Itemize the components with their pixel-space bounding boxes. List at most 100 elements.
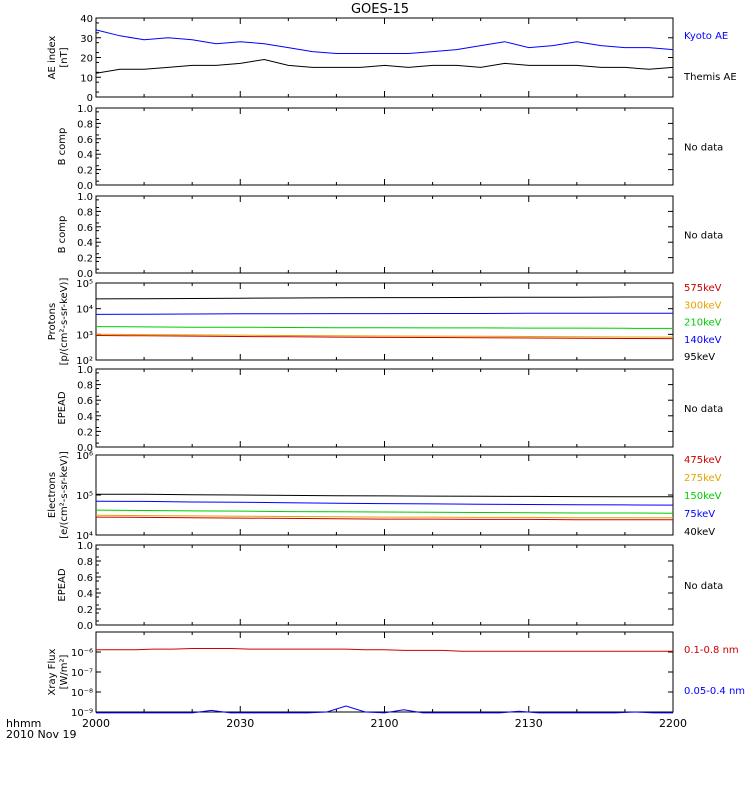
x-axis: 2000 2030 2100 2130 2200 <box>82 717 687 730</box>
x-axis-row2-label: 2010 Nov 19 <box>6 728 76 741</box>
y-axis-label: Xray Flux <box>47 648 58 695</box>
panel-frame <box>95 631 674 713</box>
series-line-75kev <box>95 500 674 506</box>
x-axis-row1-label: hhmm <box>6 717 41 730</box>
y-tick-label: 10⁴ <box>76 305 93 316</box>
series-line-275kev <box>95 514 673 519</box>
series-line-210kev <box>95 326 674 329</box>
y-tick-label: 1.0 <box>77 365 93 376</box>
y-tick-label: 10³ <box>76 330 93 341</box>
legend-entry: 40keV <box>684 527 715 538</box>
panel-epead1: 0.0 0.2 0.4 0.6 0.8 1.0 EPEAD No data <box>57 365 723 454</box>
legend-entry: 210keV <box>684 318 722 329</box>
x-tick-label: 2200 <box>659 717 687 730</box>
y-tick-label: 40 <box>80 14 93 25</box>
series-line-475kev <box>95 516 673 521</box>
legend-entry: 275keV <box>684 473 722 484</box>
y-tick-label: 0.4 <box>77 238 93 249</box>
legend-entry: 475keV <box>684 455 722 466</box>
panel-ae: 0 10 20 30 40 AE index [nT] Kyoto AE Themis AE <box>47 14 737 104</box>
y-tick-label: 10⁶ <box>76 451 93 462</box>
y-axis-unit-label: [e/(cm²-s-sr-keV)] <box>59 451 70 539</box>
legend-entry: 75keV <box>684 509 715 520</box>
x-tick-label: 2000 <box>82 717 110 730</box>
y-tick-label: 0 <box>87 93 93 104</box>
panel-frame <box>95 17 674 98</box>
y-tick-label: 0.8 <box>77 557 93 568</box>
y-tick-label: 0.2 <box>77 166 93 177</box>
y-tick-label: 0.0 <box>77 181 93 192</box>
y-tick-label: 0.4 <box>77 150 93 161</box>
panel-frame <box>95 544 674 626</box>
panel-bcomp1: 0.0 0.2 0.4 0.6 0.8 1.0 B comp No data <box>57 104 723 192</box>
legend-entry: 140keV <box>684 335 722 346</box>
y-axis-unit-label: [p/(cm²-s-sr-keV)] <box>59 278 70 366</box>
y-axis-unit-label: [nT] <box>59 47 70 67</box>
legend-entry: 150keV <box>684 491 722 502</box>
no-data-label: No data <box>684 581 723 592</box>
x-tick-label: 2130 <box>515 717 543 730</box>
y-tick-label: 10⁵ <box>76 279 93 290</box>
y-tick-label: 0.6 <box>77 573 93 584</box>
y-axis-label: EPEAD <box>57 568 68 602</box>
series-line-140kev <box>95 312 673 315</box>
x-tick-label: 2100 <box>371 717 399 730</box>
no-data-label: No data <box>684 404 723 415</box>
y-axis-label: B comp <box>57 216 68 254</box>
panel-frame <box>95 107 674 186</box>
legend-entry: 95keV <box>684 352 715 363</box>
panel-frame <box>95 195 674 274</box>
legend-entry: Kyoto AE <box>684 31 728 42</box>
y-axis-label: AE index <box>47 36 58 80</box>
legend-entry: 0.05-0.4 nm <box>684 686 745 697</box>
y-tick-label: 0.0 <box>77 443 93 454</box>
y-tick-label: 10² <box>76 356 93 367</box>
legend-entry: 300keV <box>684 300 722 311</box>
y-axis-label: EPEAD <box>57 391 68 425</box>
y-tick-label: 10 <box>80 73 93 84</box>
y-tick-label: 30 <box>80 34 93 45</box>
legend-entry: 575keV <box>684 283 722 294</box>
y-tick-label: 0.8 <box>77 381 93 392</box>
y-tick-label: 10⁴ <box>76 531 93 542</box>
series-line-300kev <box>95 333 674 338</box>
y-tick-label: 10⁻⁷ <box>71 668 93 679</box>
legend-entry: Themis AE <box>683 72 737 83</box>
y-tick-label: 0.8 <box>77 207 93 218</box>
series-line-150kev <box>95 509 674 514</box>
panel-electrons: 10⁴ 10⁵ 10⁶ Electrons [e/(cm²-s-sr-keV)] 475k… <box>47 451 722 542</box>
chart-title: GOES-15 <box>351 2 409 17</box>
series-line-95kev <box>95 296 673 300</box>
panel-bcomp2: 0.0 0.2 0.4 0.6 0.8 1.0 B comp No data <box>57 192 723 280</box>
y-tick-label: 10⁻⁶ <box>71 648 93 659</box>
y-tick-label: 0.0 <box>77 269 93 280</box>
y-tick-label: 10⁻⁹ <box>71 708 93 719</box>
y-tick-label: 0.0 <box>77 621 93 632</box>
y-tick-label: 1.0 <box>77 104 93 115</box>
panel-frame <box>95 282 674 361</box>
no-data-label: No data <box>684 231 723 242</box>
y-tick-label: 0.6 <box>77 135 93 146</box>
y-tick-label: 0.8 <box>77 119 93 130</box>
series-line-0-1-0-8-nm <box>96 648 673 652</box>
y-tick-label: 0.2 <box>77 605 93 616</box>
series-line-themis-ae <box>95 58 674 74</box>
y-tick-label: 1.0 <box>77 192 93 203</box>
y-tick-label: 0.6 <box>77 223 93 234</box>
y-tick-label: 0.2 <box>77 427 93 438</box>
series-line-0-05-0-4-nm <box>96 705 673 714</box>
panel-protons: 10² 10³ 10⁴ 10⁵ Protons [p/(cm²-s-sr-keV)] 575… <box>47 278 722 367</box>
panel-frame <box>95 368 674 448</box>
y-axis-unit-label: [W/m²] <box>59 654 70 689</box>
panel-xray: 10⁻⁹ 10⁻⁸ 10⁻⁷ 10⁻⁶ Xray Flux [W/m²] 0.1-0.8 n… <box>47 631 745 719</box>
x-tick-label: 2030 <box>226 717 254 730</box>
y-tick-label: 0.6 <box>77 396 93 407</box>
y-tick-label: 0.4 <box>77 589 93 600</box>
y-tick-label: 0.4 <box>77 412 93 423</box>
y-axis-label: B comp <box>57 128 68 166</box>
legend-entry: 0.1-0.8 nm <box>684 645 739 656</box>
y-tick-label: 20 <box>80 54 93 65</box>
series-line-kyoto-ae <box>95 29 674 54</box>
y-axis-label: Electrons <box>47 472 58 518</box>
